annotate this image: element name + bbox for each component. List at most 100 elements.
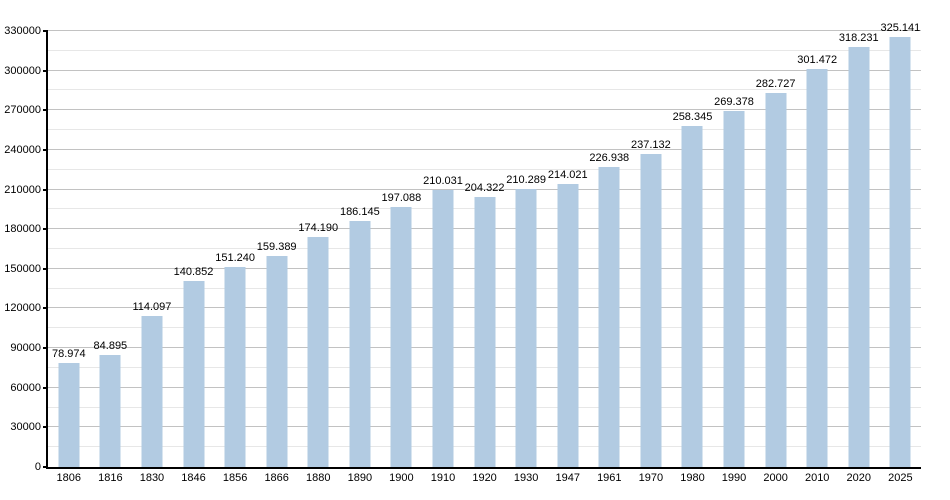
major-gridline bbox=[48, 148, 921, 150]
y-tick-mark bbox=[43, 228, 48, 231]
y-tick-mark bbox=[43, 109, 48, 112]
bar-1930 bbox=[515, 189, 537, 467]
bars-container: 78.974 84.895 114.097 140.852 151.240 159.389… bbox=[48, 22, 922, 467]
y-tick-mark bbox=[43, 267, 48, 270]
bar-slot: 159.389 bbox=[256, 31, 298, 467]
bar-value-label: 114.097 bbox=[132, 301, 172, 314]
y-tick-label: 120000 bbox=[4, 302, 41, 315]
bar-1900 bbox=[390, 206, 412, 467]
bar-slot: 237.132 bbox=[630, 31, 672, 467]
plot-area: 78.974 84.895 114.097 140.852 151.240 159.389… bbox=[46, 22, 922, 469]
bar-2025 bbox=[889, 37, 911, 467]
bar-slot: 318.231 bbox=[838, 31, 880, 467]
x-tick-label: 1890 bbox=[347, 472, 373, 484]
y-tick-label: 330000 bbox=[4, 25, 41, 37]
bar-1816 bbox=[99, 354, 121, 467]
bar-2020 bbox=[848, 46, 870, 467]
bar-value-label: 210.289 bbox=[506, 174, 547, 187]
bar-1846 bbox=[183, 280, 205, 467]
bar-1990 bbox=[723, 111, 745, 467]
x-tick-label: 1880 bbox=[306, 472, 331, 484]
bar-slot: 197.088 bbox=[381, 31, 423, 467]
bar-value-label: 282.727 bbox=[755, 78, 796, 91]
y-tick-label: 60000 bbox=[10, 381, 41, 394]
bar-slot: 226.938 bbox=[589, 31, 631, 467]
y-tick-label: 0 bbox=[34, 461, 41, 473]
bar-slot: 114.097 bbox=[131, 31, 173, 467]
x-tick-label: 2000 bbox=[763, 472, 788, 484]
x-tick-label: 1990 bbox=[721, 472, 747, 484]
x-tick-label: 1816 bbox=[98, 472, 123, 484]
y-tick-label: 30000 bbox=[10, 421, 41, 434]
y-tick-mark bbox=[43, 30, 48, 32]
bar-1890 bbox=[349, 221, 371, 467]
bar-slot: 78.974 bbox=[48, 31, 90, 467]
bar-2000 bbox=[765, 93, 787, 467]
x-tick-label: 1920 bbox=[472, 472, 497, 484]
bar-1970 bbox=[640, 153, 662, 467]
minor-gridline bbox=[48, 129, 921, 131]
bar-slot: 186.145 bbox=[339, 31, 381, 467]
x-tick-label: 1961 bbox=[597, 472, 622, 484]
major-gridline bbox=[48, 188, 921, 190]
major-gridline bbox=[48, 109, 921, 111]
y-tick-mark bbox=[43, 188, 48, 191]
bar-slot: 301.472 bbox=[796, 31, 838, 467]
x-tick-label: 1980 bbox=[680, 472, 705, 484]
bar-value-label: 269.378 bbox=[714, 96, 754, 109]
bar-value-label: 159.389 bbox=[256, 241, 297, 254]
minor-gridline bbox=[48, 168, 921, 170]
x-tick-label: 1900 bbox=[389, 472, 414, 484]
x-tick-label: 1846 bbox=[181, 472, 206, 484]
minor-gridline bbox=[48, 49, 921, 51]
y-tick-mark bbox=[43, 426, 48, 429]
x-tick-label: 2025 bbox=[888, 472, 913, 484]
bar-1961 bbox=[598, 167, 620, 467]
x-tick-label: 2020 bbox=[846, 472, 872, 484]
bar-1910 bbox=[432, 189, 454, 467]
bar-value-label: 204.322 bbox=[464, 182, 505, 195]
bar-slot: 204.322 bbox=[464, 31, 506, 467]
bar-value-label: 226.938 bbox=[589, 152, 630, 165]
y-tick-label: 210000 bbox=[4, 183, 41, 196]
x-axis-line bbox=[46, 467, 921, 469]
bar-value-label: 78.974 bbox=[51, 347, 86, 360]
bar-1980 bbox=[681, 125, 703, 467]
bar-1830 bbox=[141, 316, 163, 467]
bar-slot: 174.190 bbox=[297, 31, 339, 467]
bar-value-label: 325.141 bbox=[880, 22, 921, 35]
y-tick-mark bbox=[43, 69, 48, 72]
bar-slot: 84.895 bbox=[90, 31, 132, 467]
x-tick-label: 1806 bbox=[56, 472, 82, 484]
y-tick-label: 240000 bbox=[4, 143, 41, 156]
bar-value-label: 174.190 bbox=[298, 221, 339, 234]
y-tick-mark bbox=[43, 307, 48, 310]
x-tick-label: 1856 bbox=[222, 472, 248, 484]
bar-1920 bbox=[474, 197, 496, 467]
y-tick-label: 180000 bbox=[4, 223, 41, 236]
major-gridline bbox=[48, 69, 921, 71]
y-tick-label: 300000 bbox=[4, 64, 41, 77]
bar-value-label: 140.852 bbox=[173, 265, 214, 278]
y-axis-labels: 0 30000 60000 90000 120000 150000 180000 210000… bbox=[0, 25, 41, 473]
y-axis-tick-marks bbox=[43, 30, 48, 468]
bar-value-label: 301.472 bbox=[797, 53, 838, 66]
y-tick-label: 150000 bbox=[4, 262, 41, 275]
bar-slot: 210.289 bbox=[505, 31, 547, 467]
bar-value-label: 237.132 bbox=[630, 138, 671, 151]
y-tick-mark bbox=[43, 148, 48, 151]
x-tick-label: 1970 bbox=[638, 472, 664, 484]
bar-value-label: 186.145 bbox=[339, 206, 380, 219]
y-axis-line bbox=[46, 31, 48, 467]
bar-value-label: 214.021 bbox=[547, 169, 588, 182]
bar-slot: 325.141 bbox=[880, 22, 922, 467]
x-tick-label: 1947 bbox=[555, 472, 580, 484]
y-tick-mark bbox=[43, 466, 48, 468]
x-tick-label: 1910 bbox=[430, 472, 456, 484]
x-axis-labels: 1806 1816 1830 1846 1856 1866 1880 1890 1900 1910… bbox=[48, 472, 921, 484]
y-tick-label: 270000 bbox=[4, 104, 41, 117]
y-tick-mark bbox=[43, 386, 48, 389]
bar-slot: 140.852 bbox=[173, 31, 215, 467]
y-tick-mark bbox=[43, 347, 48, 350]
